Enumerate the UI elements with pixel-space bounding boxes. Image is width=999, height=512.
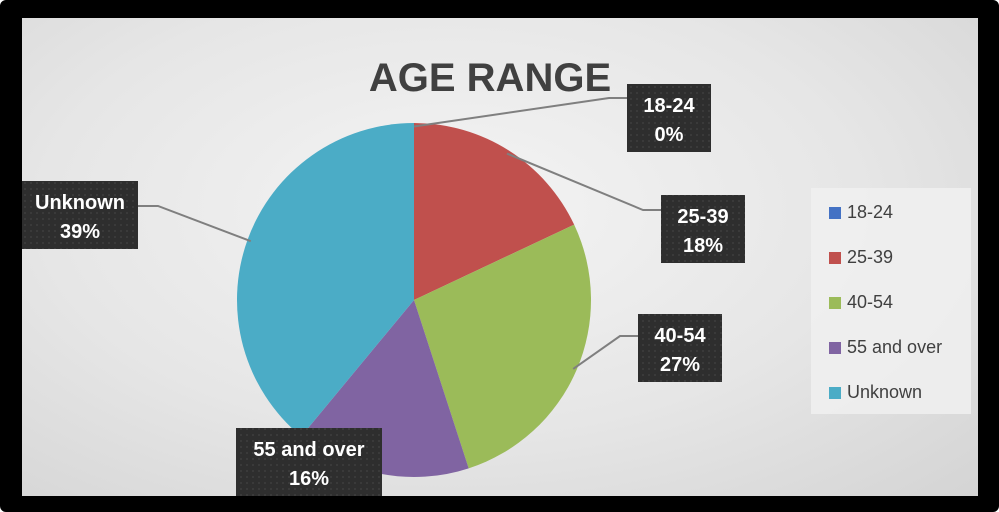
legend-item-40-54: 40-54 bbox=[829, 292, 893, 313]
leader-line-40-54 bbox=[572, 335, 638, 370]
data-label-18-24: 18-24 0% bbox=[627, 84, 711, 152]
legend-item-25-39: 25-39 bbox=[829, 247, 893, 268]
legend-label: Unknown bbox=[847, 382, 923, 402]
data-label-box bbox=[236, 428, 382, 496]
legend-swatch bbox=[829, 296, 841, 309]
data-label-percent: 39% bbox=[60, 221, 100, 243]
chart-area: AGE RANGE 18-24 0% 25-39 18% 40-54 27% 55 and … bbox=[22, 18, 978, 496]
data-label-box bbox=[627, 84, 711, 152]
legend-item-18-24: 18-24 bbox=[829, 202, 893, 223]
leader-line-25-39 bbox=[506, 152, 661, 211]
data-label-category: 40-54 bbox=[654, 325, 706, 347]
pie-slice-25-39 bbox=[414, 123, 575, 300]
data-label-25-39: 25-39 18% bbox=[661, 195, 745, 263]
leader-line-unknown bbox=[138, 205, 252, 243]
data-label-box bbox=[22, 181, 138, 249]
legend-label: 25-39 bbox=[847, 247, 894, 267]
data-label-category: 55 and over bbox=[253, 439, 364, 461]
data-label-category: 18-24 bbox=[643, 95, 695, 117]
data-label-percent: 0% bbox=[655, 124, 684, 146]
data-label-percent: 16% bbox=[289, 468, 329, 490]
legend-label: 18-24 bbox=[847, 202, 894, 222]
legend-swatch bbox=[829, 251, 841, 264]
data-label-box bbox=[638, 314, 722, 382]
legend-item-unknown: Unknown bbox=[829, 382, 922, 403]
pie-slice-40-54 bbox=[414, 224, 591, 469]
legend-swatch bbox=[829, 206, 841, 219]
chart-title: AGE RANGE bbox=[368, 56, 612, 100]
data-label-unknown: Unknown 39% bbox=[22, 181, 138, 249]
data-label-40-54: 40-54 27% bbox=[638, 314, 722, 382]
legend-label: 55 and over bbox=[847, 337, 943, 357]
legend-swatch bbox=[829, 386, 841, 399]
data-label-55-and-over: 55 and over 16% bbox=[236, 428, 382, 496]
data-label-percent: 27% bbox=[660, 354, 700, 376]
data-label-percent: 18% bbox=[683, 235, 723, 257]
legend-label: 40-54 bbox=[847, 292, 894, 312]
pie-chart: 18-24 0% 25-39 18% 40-54 27% 55 and over 16% Unk… bbox=[22, 84, 745, 496]
legend-swatch bbox=[829, 341, 841, 354]
data-label-category: Unknown bbox=[35, 192, 125, 214]
legend-item-55-and-over: 55 and over bbox=[829, 337, 942, 358]
chart-legend: 18-24 25-39 40-54 55 and over Unknown bbox=[811, 188, 971, 414]
data-label-box bbox=[661, 195, 745, 263]
data-label-category: 25-39 bbox=[677, 206, 728, 228]
leader-line-18-24 bbox=[413, 97, 627, 128]
pie-slice-unknown bbox=[237, 123, 414, 437]
